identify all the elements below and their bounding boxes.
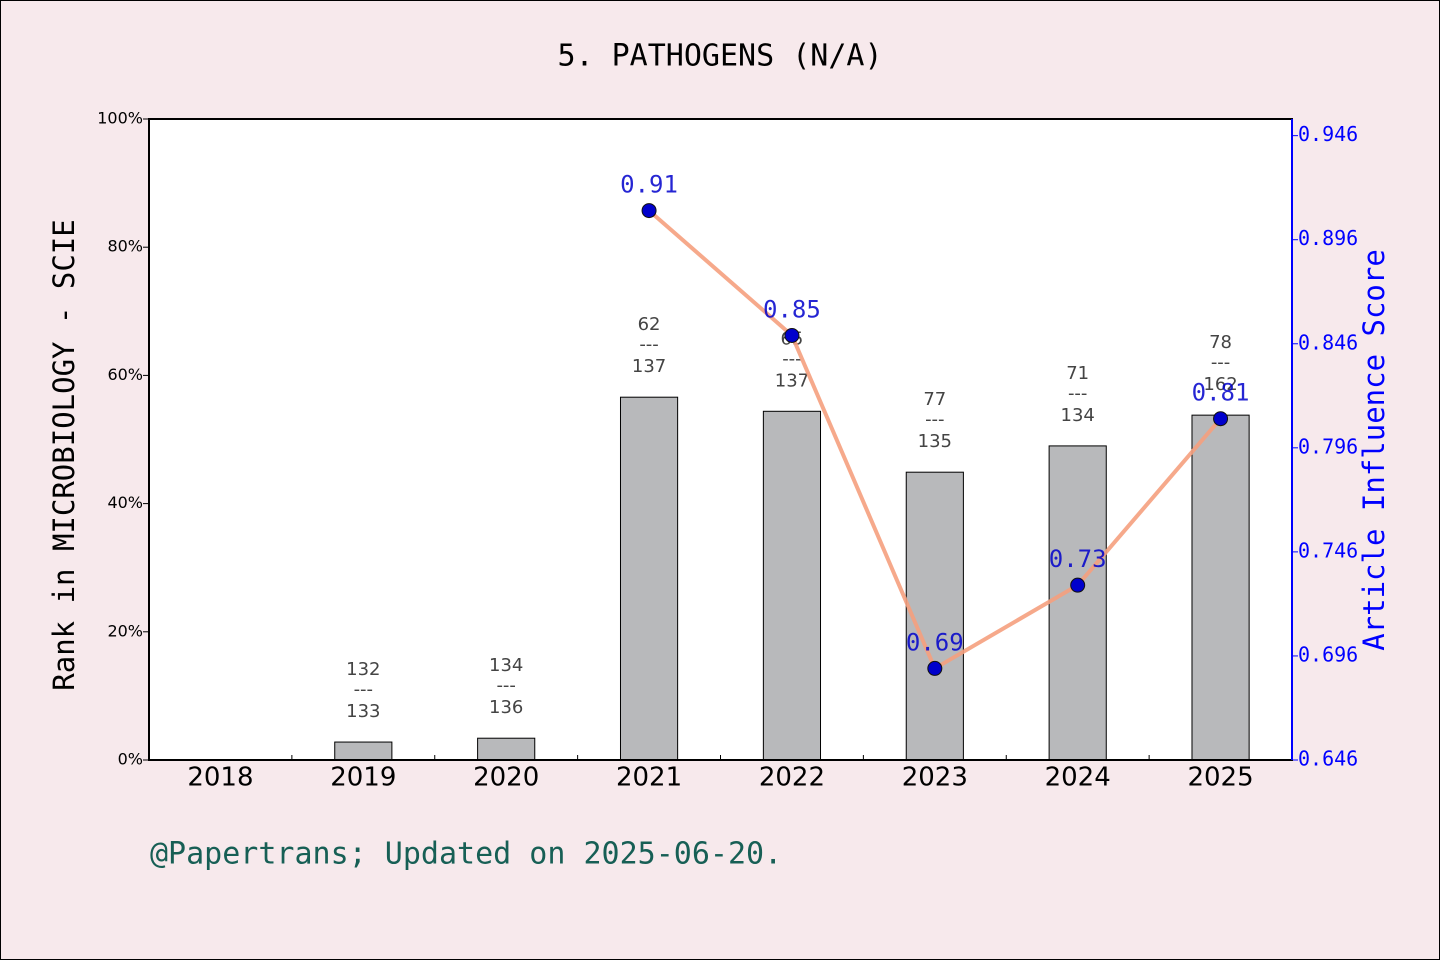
rank-total: 133 [346, 701, 380, 722]
bar [905, 471, 964, 761]
y-axis-title: Rank in MICROBIOLOGY - SCIE [47, 219, 81, 690]
chart-title: 5. PATHOGENS (N/A) [557, 39, 882, 74]
x-tick-label: 2018 [187, 763, 253, 793]
y-tick-label: 0% [118, 750, 143, 769]
rank-label: 71 [1066, 363, 1089, 384]
rank-separator: --- [354, 679, 374, 700]
y-tick-label: 80% [107, 237, 143, 256]
rank-separator: --- [1068, 383, 1088, 404]
rank-total: 162 [1203, 374, 1237, 395]
bar [334, 741, 393, 761]
rank-separator: --- [639, 334, 659, 355]
marker [641, 203, 657, 219]
rank-separator: --- [925, 409, 945, 430]
rank-separator: --- [1211, 352, 1231, 373]
value-label: 0.73 [1049, 545, 1107, 573]
y2-tick-label: 0.646 [1298, 747, 1358, 771]
marker [1070, 577, 1086, 593]
plot-area [149, 119, 1292, 760]
bar [1191, 414, 1250, 761]
value-label: 0.85 [763, 295, 821, 323]
rank-label: 132 [346, 659, 380, 680]
marker [927, 660, 943, 676]
y2-tick-label: 0.846 [1298, 330, 1358, 354]
x-tick-label: 2022 [759, 763, 825, 793]
rank-label: 77 [923, 389, 946, 410]
y-tick-label: 100% [97, 109, 143, 128]
value-label: 0.69 [906, 628, 964, 656]
bar [1048, 445, 1107, 761]
rank-label: 78 [1209, 332, 1232, 353]
x-tick-label: 2023 [902, 763, 968, 793]
y-tick-label: 60% [107, 365, 143, 384]
y2-tick-label: 0.696 [1298, 642, 1358, 666]
rank-label: 62 [638, 314, 661, 335]
x-tick-label: 2021 [616, 763, 682, 793]
y2-tick-label: 0.946 [1298, 122, 1358, 146]
x-tick-label: 2020 [473, 763, 539, 793]
y-tick-label: 40% [107, 493, 143, 512]
x-tick-label: 2025 [1187, 763, 1253, 793]
value-label: 0.81 [1192, 379, 1250, 407]
y2-tick-label: 0.746 [1298, 538, 1358, 562]
y2-axis-title: Article Influence Score [1357, 249, 1391, 651]
y2-tick-label: 0.896 [1298, 226, 1358, 250]
bar [762, 410, 822, 761]
marker [1213, 411, 1229, 427]
y2-tick-label: 0.796 [1298, 434, 1358, 458]
marker [784, 327, 800, 343]
rank-separator: --- [496, 675, 516, 696]
rank-total: 135 [918, 431, 952, 452]
rank-separator: --- [782, 348, 802, 369]
rank-total: 137 [632, 356, 666, 377]
rank-total: 134 [1061, 405, 1095, 426]
rank-total: 136 [489, 697, 523, 718]
x-tick-label: 2024 [1045, 763, 1111, 793]
bar [619, 396, 679, 761]
y-tick-label: 20% [107, 621, 143, 640]
footer: @Papertrans; Updated on 2025-06-20. [150, 837, 782, 872]
value-label: 0.91 [620, 171, 678, 199]
x-tick-label: 2019 [330, 763, 396, 793]
bar [477, 737, 536, 761]
rank-total: 137 [775, 370, 809, 391]
rank-label: 134 [489, 655, 523, 676]
